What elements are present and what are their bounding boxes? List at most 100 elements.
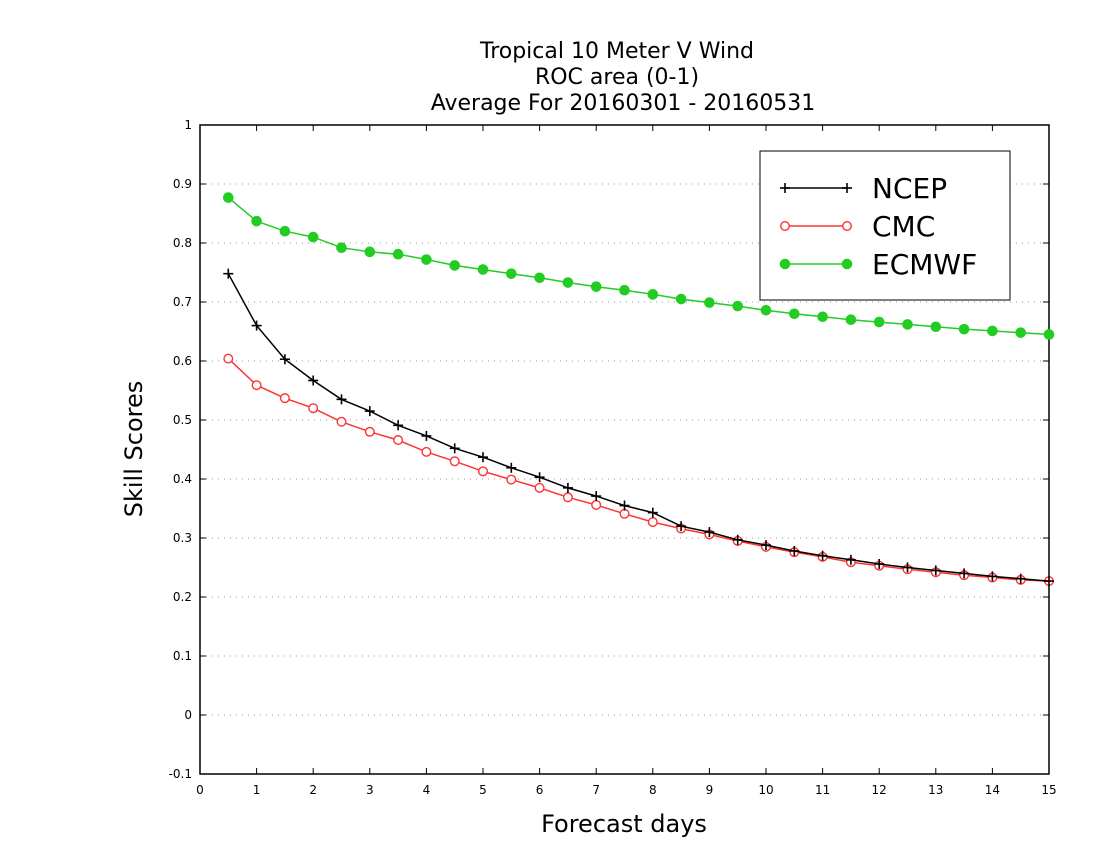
x-tick-label: 8 <box>649 783 657 797</box>
data-point-ecmwf <box>279 225 291 237</box>
data-point-cmc <box>308 403 319 414</box>
chart-title-line-1: Tropical 10 Meter V Wind <box>479 39 754 64</box>
data-point-cmc <box>591 499 602 510</box>
data-point-ncep <box>845 554 856 565</box>
legend: NCEP CMC ECMWF <box>759 150 1011 301</box>
data-point-ncep <box>336 394 347 405</box>
data-point-ncep <box>449 443 460 454</box>
data-point-ncep <box>959 568 970 579</box>
data-point-ncep <box>421 430 432 441</box>
data-point-ecmwf <box>223 192 234 203</box>
data-point-cmc <box>364 426 375 437</box>
data-point-ecmwf <box>987 325 998 337</box>
data-point-cmc <box>506 474 517 485</box>
data-point-ecmwf <box>647 289 659 300</box>
y-tick-label: 0.5 <box>173 413 192 427</box>
data-point-ncep <box>591 491 602 502</box>
x-tick-label: 5 <box>479 783 487 797</box>
data-point-cmc <box>251 380 262 391</box>
data-point-ecmwf <box>477 264 489 275</box>
legend-marker-ncep <box>780 183 790 193</box>
y-tick-label: 0.1 <box>173 649 192 663</box>
data-point-cmc <box>562 492 573 503</box>
series-cmc <box>223 353 1054 587</box>
data-point-ecmwf <box>1043 329 1055 340</box>
data-point-ncep <box>1015 573 1026 584</box>
data-point-ncep <box>364 406 375 417</box>
x-tick-label: 12 <box>872 783 887 797</box>
data-point-cmc <box>478 466 489 477</box>
x-tick-label: 4 <box>423 783 431 797</box>
data-point-ecmwf <box>817 311 828 323</box>
data-point-ncep <box>902 562 913 573</box>
data-point-ncep <box>478 452 488 463</box>
data-point-ecmwf <box>562 277 574 288</box>
data-point-ncep <box>308 375 319 386</box>
data-point-ecmwf <box>392 248 404 260</box>
x-tick-label: 1 <box>253 783 261 797</box>
x-tick-label: 10 <box>758 783 773 797</box>
data-point-ecmwf <box>760 304 772 316</box>
chart-title-line-3: Average For 20160301 - 20160531 <box>431 91 816 116</box>
legend-marker-ecmwf <box>779 258 791 270</box>
legend-marker-ecmwf <box>841 258 853 270</box>
data-point-ecmwf <box>1015 327 1027 338</box>
data-point-ecmwf <box>534 272 545 284</box>
data-point-ncep <box>393 420 404 431</box>
legend-item-cmc: CMC <box>780 210 935 243</box>
data-point-cmc <box>336 416 347 427</box>
series-line-cmc <box>227 358 1050 582</box>
x-tick-label: 15 <box>1041 783 1056 797</box>
data-point-ecmwf <box>449 260 461 271</box>
data-point-ncep <box>619 500 630 511</box>
data-point-ncep <box>930 565 941 576</box>
data-point-ecmwf <box>251 215 262 227</box>
legend-label-cmc: CMC <box>872 210 935 243</box>
data-point-ecmwf <box>704 297 715 308</box>
x-tick-label: 2 <box>309 783 317 797</box>
x-tick-label: 9 <box>706 783 714 797</box>
x-tick-label: 11 <box>815 783 830 797</box>
data-point-cmc <box>421 446 432 457</box>
data-point-ncep <box>987 571 998 582</box>
data-point-ecmwf <box>675 293 687 305</box>
data-point-cmc <box>223 353 234 364</box>
y-tick-label: 0 <box>184 708 192 722</box>
legend-label-ncep: NCEP <box>872 172 947 205</box>
data-point-cmc <box>534 482 545 493</box>
data-point-ecmwf <box>590 281 602 292</box>
data-point-ncep <box>1044 576 1054 587</box>
data-point-ncep <box>647 507 658 518</box>
legend-item-ecmwf: ECMWF <box>779 248 977 281</box>
data-point-ncep <box>761 540 771 551</box>
data-point-ecmwf <box>307 231 319 243</box>
y-axis-label: Skill Scores <box>120 381 148 518</box>
data-point-ncep <box>704 527 715 538</box>
x-tick-label: 13 <box>928 783 943 797</box>
data-point-ecmwf <box>789 308 800 320</box>
x-tick-label: 14 <box>985 783 1000 797</box>
data-point-ecmwf <box>873 316 885 328</box>
data-point-ncep <box>223 268 234 279</box>
data-point-cmc <box>279 393 290 404</box>
legend-label-ecmwf: ECMWF <box>872 248 977 281</box>
x-tick-label: 3 <box>366 783 374 797</box>
legend-item-ncep: NCEP <box>780 172 947 205</box>
data-point-cmc <box>647 517 658 528</box>
data-point-ecmwf <box>506 268 517 279</box>
data-point-cmc <box>619 508 630 519</box>
x-tick-label: 6 <box>536 783 544 797</box>
data-point-ncep <box>817 550 828 561</box>
y-tick-label: -0.1 <box>169 767 192 781</box>
legend-marker-cmc <box>842 220 853 231</box>
y-tick-label: 0.2 <box>173 590 192 604</box>
y-tick-label: 1 <box>184 118 192 132</box>
x-tick-label: 0 <box>196 783 204 797</box>
data-point-ncep <box>534 472 545 483</box>
data-point-cmc <box>449 456 460 467</box>
data-point-cmc <box>393 435 404 446</box>
series-ncep <box>223 268 1054 587</box>
data-point-ncep <box>676 521 687 532</box>
y-tick-label: 0.9 <box>173 177 192 191</box>
